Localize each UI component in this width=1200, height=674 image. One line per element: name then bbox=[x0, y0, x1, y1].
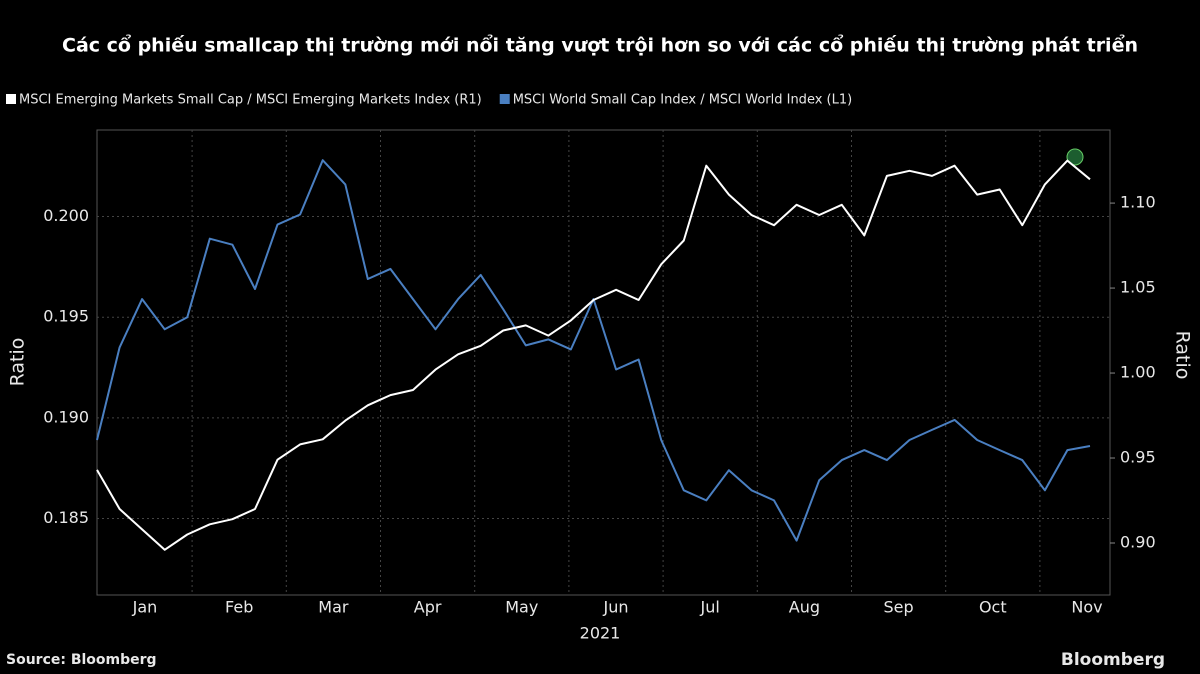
y2-tick-label: 1.00 bbox=[1120, 363, 1156, 382]
x-tick-label: Nov bbox=[1071, 598, 1102, 617]
legend-swatch bbox=[499, 94, 510, 104]
x-tick-label: May bbox=[505, 598, 538, 617]
x-tick-label: Apr bbox=[414, 598, 442, 617]
x-axis-label: 2021 bbox=[580, 624, 621, 643]
x-tick-label: Jul bbox=[700, 598, 720, 617]
y2-tick-label: 1.10 bbox=[1120, 193, 1156, 212]
y-tick-label: 0.195 bbox=[43, 307, 89, 326]
y-axis-label: Ratio bbox=[7, 338, 29, 387]
y2-axis-label: Ratio bbox=[1172, 331, 1194, 380]
highlight bbox=[1066, 148, 1084, 166]
x-tick-label: Oct bbox=[979, 598, 1007, 617]
x-tick-label: Mar bbox=[318, 598, 349, 617]
x-tick-label: Jan bbox=[132, 598, 158, 617]
x-tick-label: Sep bbox=[884, 598, 914, 617]
y2-tick-label: 1.05 bbox=[1120, 278, 1156, 297]
legend-label: MSCI World Small Cap Index / MSCI World … bbox=[513, 93, 852, 108]
series-line bbox=[96, 159, 1091, 551]
y-tick-label: 0.185 bbox=[43, 508, 89, 527]
y2-tick-label: 0.95 bbox=[1120, 448, 1156, 467]
source: Source: Bloomberg bbox=[6, 652, 157, 668]
chart-title: Các cổ phiếu smallcap thị trường mới nổi… bbox=[62, 34, 1138, 57]
brand: Bloomberg bbox=[1061, 650, 1165, 670]
plot-area bbox=[96, 129, 1111, 596]
x-tick-label: Feb bbox=[225, 598, 253, 617]
y-tick-label: 0.190 bbox=[43, 407, 89, 426]
x-tick-label: Jun bbox=[603, 598, 629, 617]
legend-swatch bbox=[6, 94, 16, 104]
y-tick-label: 0.200 bbox=[43, 206, 89, 225]
y2-tick-label: 0.90 bbox=[1120, 532, 1156, 551]
x-tick-label: Aug bbox=[789, 598, 820, 617]
legend-label: MSCI Emerging Markets Small Cap / MSCI E… bbox=[19, 93, 482, 108]
